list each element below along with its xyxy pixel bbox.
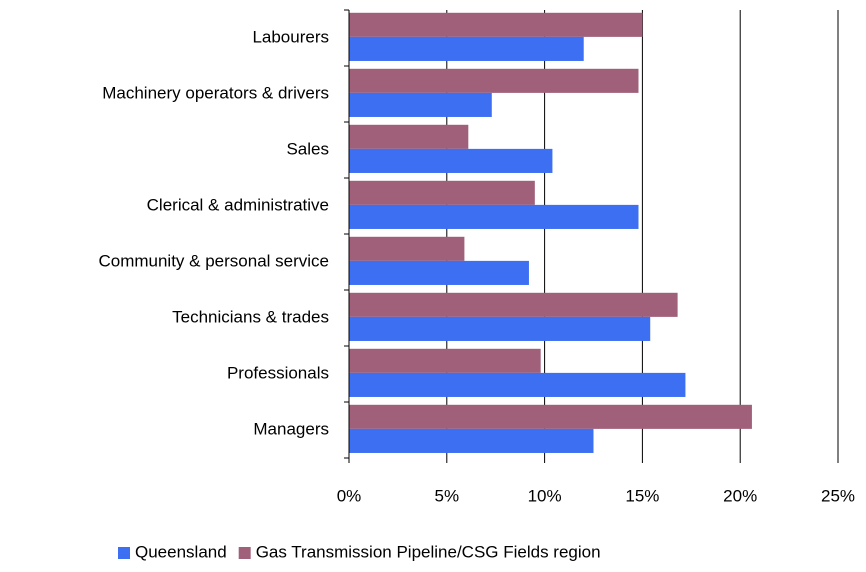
y-tick-label: Technicians & trades: [172, 307, 329, 326]
bar: [349, 204, 639, 229]
bar: [349, 404, 752, 429]
bar: [349, 180, 535, 205]
bar: [349, 292, 678, 317]
x-tick-label: 20%: [723, 486, 757, 505]
legend-label: Queensland: [135, 542, 227, 561]
x-tick-label: 25%: [821, 486, 855, 505]
bar: [349, 236, 465, 261]
y-tick-label: Managers: [253, 419, 329, 438]
y-tick-label: Labourers: [252, 27, 329, 46]
bar: [349, 68, 639, 93]
legend-label: Gas Transmission Pipeline/CSG Fields reg…: [256, 542, 601, 561]
y-tick-label: Machinery operators & drivers: [102, 83, 329, 102]
y-tick-label: Professionals: [227, 363, 329, 382]
bar: [349, 36, 584, 61]
y-tick-label: Community & personal service: [98, 251, 329, 270]
y-tick-label: Sales: [286, 139, 329, 158]
legend-swatch: [238, 547, 251, 559]
x-tick-label: 15%: [625, 486, 659, 505]
bar: [349, 124, 469, 149]
x-tick-label: 0%: [337, 486, 362, 505]
x-tick-label: 5%: [435, 486, 460, 505]
bar: [349, 12, 643, 37]
bar: [349, 92, 492, 117]
y-tick-label: Clerical & administrative: [147, 195, 329, 214]
x-tick-label: 10%: [528, 486, 562, 505]
bar: [349, 260, 529, 285]
bar: [349, 148, 553, 173]
bar: [349, 428, 594, 453]
legend-swatch: [118, 547, 130, 559]
bar: [349, 348, 541, 373]
bar: [349, 316, 651, 341]
bar: [349, 372, 686, 397]
